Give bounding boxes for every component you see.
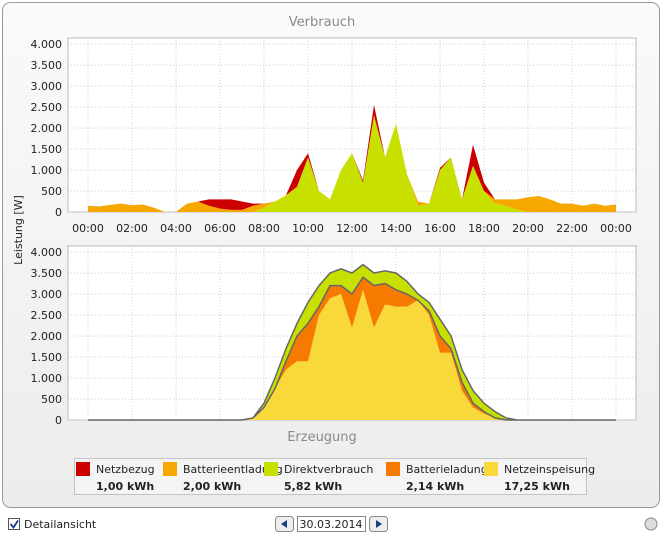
y-tick-label: 3.000 <box>31 80 63 93</box>
legend-label: Direktverbrauch <box>284 463 373 476</box>
x-tick-label: 00:00 <box>72 222 104 235</box>
checkbox[interactable] <box>8 518 20 530</box>
x-tick-label: 08:00 <box>248 222 280 235</box>
y-tick-label: 3.500 <box>31 267 63 280</box>
y-tick-label: 500 <box>41 393 62 406</box>
checkbox-label[interactable]: Detailansicht <box>24 518 97 531</box>
legend-swatch <box>264 462 278 476</box>
area <box>88 263 616 421</box>
y-tick-label: 3.500 <box>31 59 63 72</box>
y-tick-label: 0 <box>55 414 62 427</box>
legend-label: Batterieladung <box>406 463 488 476</box>
legend-total: 2,00 kWh <box>183 480 241 493</box>
area <box>88 277 616 420</box>
legend-label: Netzeinspeisung <box>504 463 595 476</box>
legend-total: 5,82 kWh <box>284 480 342 493</box>
x-tick-label: 06:00 <box>204 222 236 235</box>
x-tick-label: 04:00 <box>160 222 192 235</box>
y-tick-label: 4.000 <box>31 246 63 259</box>
chart-title: Verbrauch <box>289 15 355 30</box>
date-field[interactable] <box>297 516 366 532</box>
area <box>88 115 616 212</box>
y-tick-label: 500 <box>41 185 62 198</box>
date-text: 30.03.2014 <box>300 518 363 531</box>
legend-swatch <box>163 462 177 476</box>
y-tick-label: 2.500 <box>31 309 63 322</box>
legend-swatch <box>76 462 90 476</box>
x-tick-label: 02:00 <box>116 222 148 235</box>
x-tick-label: 00:00 <box>600 222 632 235</box>
y-tick-label: 4.000 <box>31 38 63 51</box>
x-tick-label: 16:00 <box>424 222 456 235</box>
y-tick-label: 1.000 <box>31 372 63 385</box>
legend-label: Netzbezug <box>96 463 155 476</box>
settings-icon[interactable] <box>644 517 658 531</box>
area <box>88 104 616 212</box>
legend-total: 17,25 kWh <box>504 480 570 493</box>
arrow-icon <box>376 520 382 528</box>
legend <box>74 458 587 495</box>
y-tick-label: 0 <box>55 206 62 219</box>
arrow-icon <box>281 520 287 528</box>
x-tick-label: 20:00 <box>512 222 544 235</box>
chart-title: Erzeugung <box>287 430 357 445</box>
legend-swatch <box>484 462 498 476</box>
y-tick-label: 1.500 <box>31 351 63 364</box>
legend-total: 1,00 kWh <box>96 480 154 493</box>
checkmark <box>9 520 19 530</box>
y-tick-label: 2.500 <box>31 101 63 114</box>
y-axis-label: Leistung [W] <box>12 195 25 265</box>
y-tick-label: 2.000 <box>31 330 63 343</box>
x-tick-label: 10:00 <box>292 222 324 235</box>
y-tick-label: 2.000 <box>31 122 63 135</box>
y-tick-label: 1.500 <box>31 143 63 156</box>
x-tick-label: 22:00 <box>556 222 588 235</box>
legend-total: 2,14 kWh <box>406 480 464 493</box>
x-tick-label: 18:00 <box>468 222 500 235</box>
legend-items: Netzbezug 1,00 kWh Batterieentladung 2,00 k… <box>76 462 595 493</box>
legend-label: Batterieentladung <box>183 463 283 476</box>
x-tick-label: 14:00 <box>380 222 412 235</box>
y-tick-label: 1.000 <box>31 164 63 177</box>
legend-swatch <box>386 462 400 476</box>
x-tick-label: 12:00 <box>336 222 368 235</box>
area <box>88 289 616 420</box>
y-tick-label: 3.000 <box>31 288 63 301</box>
